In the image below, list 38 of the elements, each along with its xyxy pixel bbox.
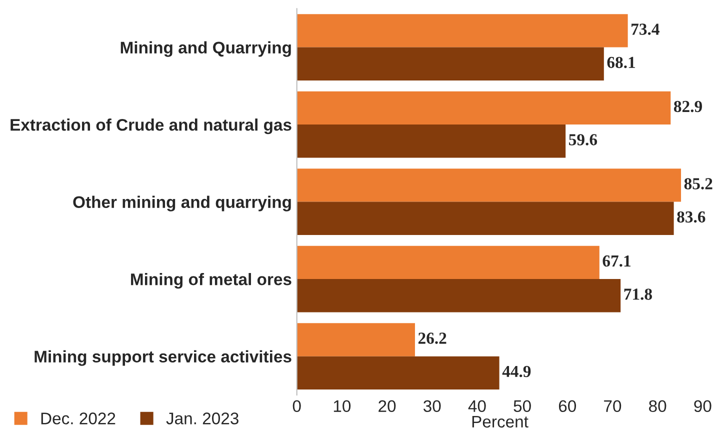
y-tick-label: Other mining and quarrying — [73, 196, 291, 212]
x-tick-label: 80 — [649, 400, 666, 412]
x-tick-label: 50 — [514, 400, 531, 412]
bar — [296, 14, 628, 48]
bar — [296, 356, 500, 390]
y-tick-label: Mining and Quarrying — [120, 41, 291, 57]
bar — [296, 202, 674, 236]
x-tick-label: 30 — [423, 400, 441, 412]
x-axis-title: Percent — [472, 416, 528, 428]
bar — [296, 124, 566, 158]
x-tick-label: 60 — [558, 400, 576, 412]
bar — [296, 323, 415, 356]
data-label: 73.4 — [632, 24, 660, 35]
x-tick-label: 10 — [334, 400, 351, 412]
data-label: 67.1 — [602, 255, 630, 267]
legend-label: Dec. 2022 — [41, 412, 116, 424]
bar — [296, 168, 682, 202]
x-tick-label: 90 — [694, 400, 712, 412]
x-tick-label: 70 — [604, 400, 622, 412]
x-tick-label: 0 — [292, 400, 301, 412]
data-label: 26.2 — [418, 332, 446, 344]
data-label: 82.9 — [674, 100, 702, 112]
y-tick-label: Mining support service activities — [34, 350, 292, 366]
data-label: 68.1 — [607, 56, 635, 68]
bar — [296, 246, 600, 280]
bar — [296, 91, 671, 125]
x-tick-label: 40 — [468, 400, 486, 412]
bar — [296, 279, 621, 312]
data-label: 71.8 — [624, 288, 652, 300]
data-label: 44.9 — [502, 366, 531, 378]
y-tick-label: Extraction of Crude and natural gas — [10, 118, 292, 134]
legend-label: Jan. 2023 — [166, 412, 238, 424]
bar — [296, 47, 604, 81]
data-label: 85.2 — [684, 178, 712, 190]
data-label: 83.6 — [677, 211, 706, 223]
data-label: 59.6 — [569, 134, 598, 146]
y-tick-label: Mining of metal ores — [131, 273, 292, 289]
x-tick-label: 20 — [378, 400, 396, 412]
